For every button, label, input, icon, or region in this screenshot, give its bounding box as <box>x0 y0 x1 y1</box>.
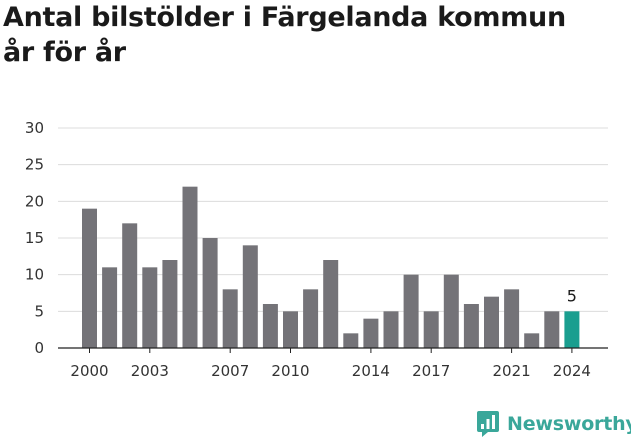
bar-2009 <box>262 304 278 348</box>
brand-logo: Newsworthy <box>476 408 631 440</box>
y-tick-label-25: 25 <box>25 156 44 174</box>
x-tick-label-2010: 2010 <box>271 362 309 380</box>
bar-2024 <box>564 311 580 348</box>
chart-title: Antal bilstölder i Färgelanda kommun år … <box>3 0 628 70</box>
bar-2005 <box>182 186 198 348</box>
x-tick-label-2024: 2024 <box>553 362 591 380</box>
bar-2017 <box>423 311 439 348</box>
bar-2021 <box>504 289 520 348</box>
bar-2023 <box>544 311 560 348</box>
bar-2002 <box>122 223 138 348</box>
y-tick-label-20: 20 <box>25 192 44 210</box>
bar-2015 <box>383 311 399 348</box>
x-tick-label-2003: 2003 <box>131 362 169 380</box>
y-tick-label-5: 5 <box>34 302 44 320</box>
newsworthy-logo-icon <box>477 411 499 437</box>
bar-2007 <box>222 289 238 348</box>
x-tick-label-2017: 2017 <box>412 362 450 380</box>
y-tick-label-0: 0 <box>34 339 44 357</box>
bar-2010 <box>283 311 298 348</box>
bar-2016 <box>403 274 419 348</box>
y-tick-label-30: 30 <box>25 119 44 137</box>
bar-2020 <box>484 296 499 348</box>
bar-2001 <box>102 267 118 348</box>
bar-2022 <box>524 333 540 348</box>
x-tick-label-2007: 2007 <box>211 362 249 380</box>
bar-2006 <box>202 238 218 348</box>
bar-2014 <box>363 318 379 348</box>
x-tick-label-2014: 2014 <box>352 362 390 380</box>
bar-2011 <box>303 289 319 348</box>
brand-name: Newsworthy <box>507 413 631 435</box>
bar-2019 <box>463 304 479 348</box>
bar-2004 <box>162 260 178 348</box>
bar-2018 <box>443 274 459 348</box>
x-tick-label-2000: 2000 <box>70 362 108 380</box>
y-tick-label-15: 15 <box>25 229 44 247</box>
bar-2008 <box>242 245 258 348</box>
bar-2012 <box>323 260 339 348</box>
x-tick-label-2021: 2021 <box>493 362 531 380</box>
data-label-2024: 5 <box>567 286 577 305</box>
bar-2003 <box>142 267 158 348</box>
bar-2013 <box>343 333 359 348</box>
bar-2000 <box>82 208 97 348</box>
chart-title-line-1: Antal bilstölder i Färgelanda kommun <box>3 2 566 33</box>
bar-chart: 0 5 10 15 20 25 30 5 2000 2003 2007 2010 2014 2017 202… <box>25 119 608 380</box>
y-tick-label-10: 10 <box>25 266 44 284</box>
chart-title-line-2: år för år <box>3 37 126 68</box>
